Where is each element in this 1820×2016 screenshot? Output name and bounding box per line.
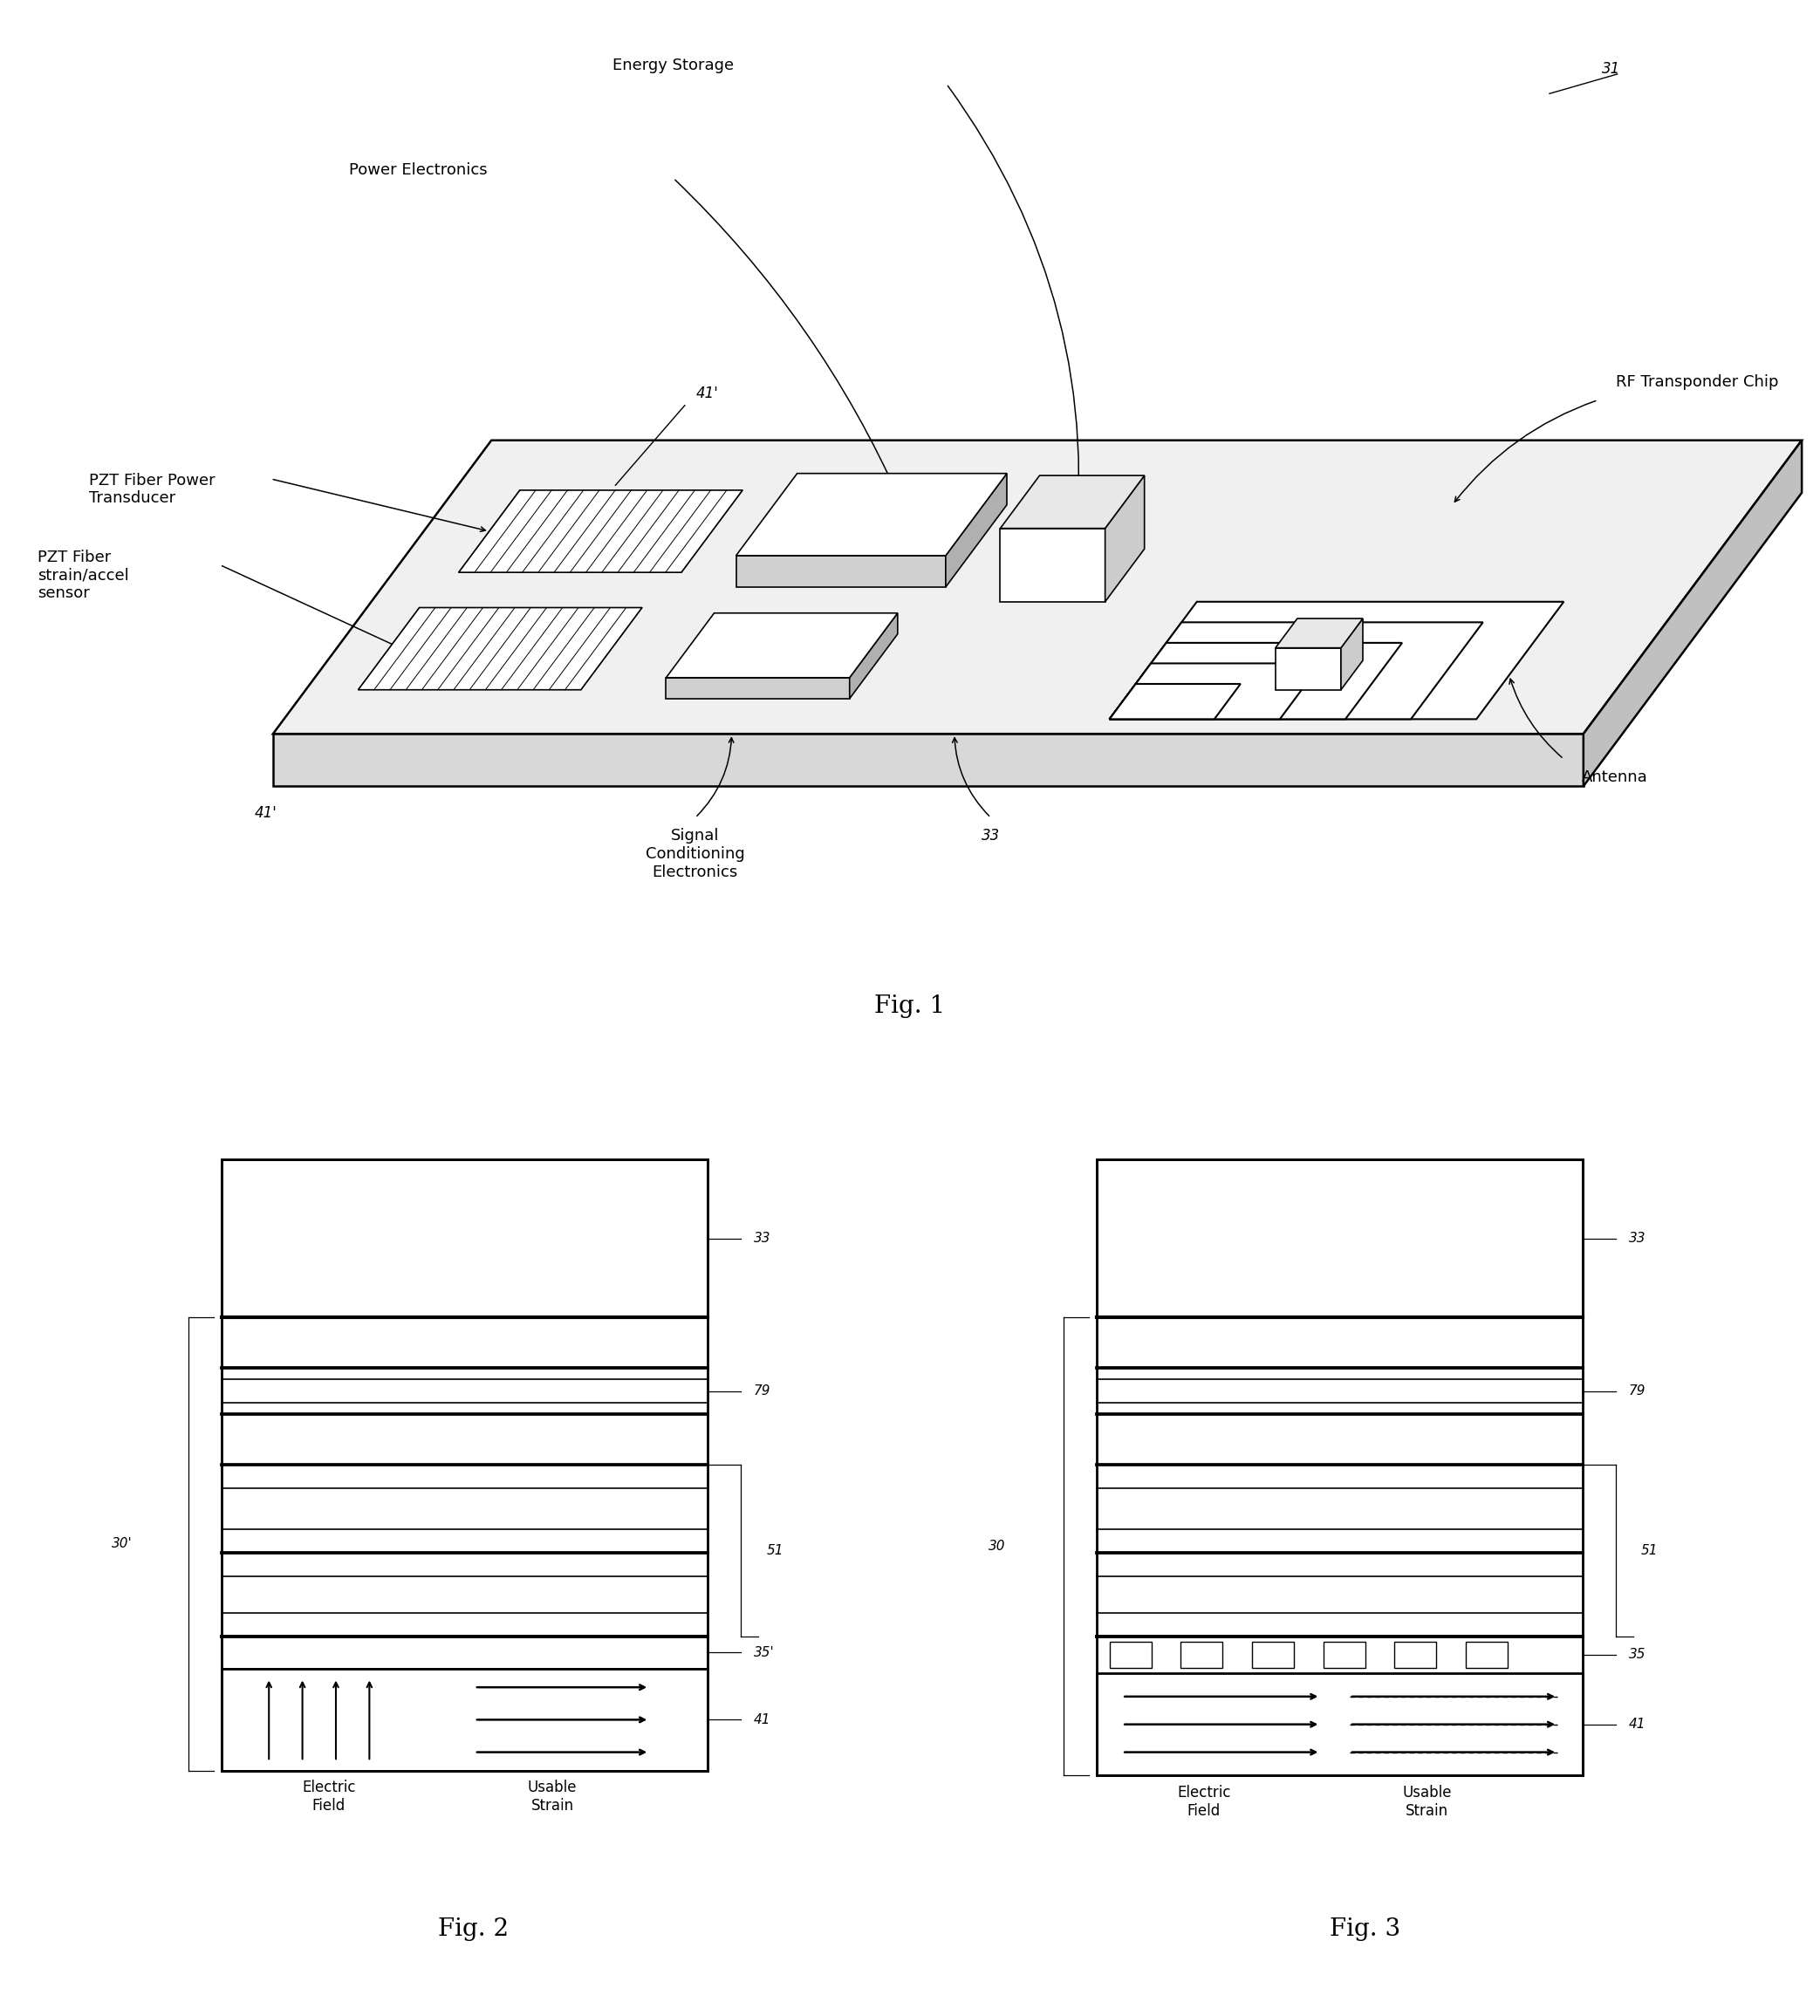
- Polygon shape: [735, 474, 1006, 556]
- Bar: [1394, 1641, 1436, 1667]
- Bar: [1252, 1641, 1294, 1667]
- Bar: [1181, 1641, 1223, 1667]
- Polygon shape: [1276, 619, 1363, 647]
- Text: PZT Fiber Power
Transducer: PZT Fiber Power Transducer: [89, 472, 215, 506]
- Text: 51: 51: [766, 1544, 783, 1556]
- Polygon shape: [273, 734, 1583, 786]
- Text: 35': 35': [753, 1645, 773, 1659]
- Polygon shape: [1110, 643, 1401, 720]
- Text: Electric
Field: Electric Field: [302, 1780, 355, 1814]
- Text: Power Electronics: Power Electronics: [349, 163, 488, 177]
- Text: 33: 33: [1629, 1232, 1645, 1246]
- Text: RF Transponder Chip: RF Transponder Chip: [1616, 373, 1778, 389]
- Polygon shape: [1110, 683, 1241, 720]
- Polygon shape: [666, 677, 850, 700]
- Text: 30: 30: [988, 1540, 1005, 1552]
- Text: Signal
Conditioning
Electronics: Signal Conditioning Electronics: [646, 829, 744, 881]
- Bar: [222, 1159, 708, 1316]
- Polygon shape: [1341, 619, 1363, 689]
- Polygon shape: [1001, 476, 1145, 528]
- Text: 41': 41': [695, 385, 719, 401]
- Text: 33: 33: [753, 1232, 770, 1246]
- Polygon shape: [666, 613, 897, 677]
- Text: 30': 30': [111, 1538, 131, 1550]
- Bar: [222, 1669, 708, 1770]
- Text: Usable
Strain: Usable Strain: [528, 1780, 577, 1814]
- Bar: [1097, 1159, 1583, 1316]
- Polygon shape: [1276, 647, 1341, 689]
- Text: 31: 31: [1602, 60, 1620, 77]
- Text: Electric
Field: Electric Field: [1178, 1784, 1230, 1818]
- Bar: [1465, 1641, 1507, 1667]
- Text: Fig. 2: Fig. 2: [439, 1917, 508, 1941]
- Bar: [222, 1159, 708, 1770]
- Bar: [1110, 1641, 1152, 1667]
- Polygon shape: [273, 439, 1802, 734]
- Text: Fig. 1: Fig. 1: [875, 994, 945, 1018]
- Text: Fig. 3: Fig. 3: [1330, 1917, 1400, 1941]
- Polygon shape: [459, 490, 743, 573]
- Text: 33: 33: [981, 829, 999, 845]
- Polygon shape: [1105, 476, 1145, 601]
- Polygon shape: [1110, 623, 1483, 720]
- Bar: [222, 1637, 708, 1669]
- Text: 79: 79: [1629, 1385, 1645, 1397]
- Bar: [1097, 1159, 1583, 1776]
- Text: 41': 41': [255, 806, 277, 821]
- Polygon shape: [946, 474, 1006, 587]
- Text: 51: 51: [1642, 1544, 1658, 1556]
- Bar: [1323, 1641, 1365, 1667]
- Text: 79: 79: [753, 1385, 770, 1397]
- Polygon shape: [1110, 601, 1563, 720]
- Polygon shape: [1001, 528, 1105, 601]
- Text: 35: 35: [1629, 1649, 1645, 1661]
- Polygon shape: [850, 613, 897, 700]
- Text: 41: 41: [1629, 1718, 1645, 1732]
- Text: 41: 41: [753, 1714, 770, 1726]
- Text: Energy Storage: Energy Storage: [613, 58, 733, 73]
- Polygon shape: [359, 607, 642, 689]
- Polygon shape: [735, 556, 946, 587]
- Text: PZT Fiber
strain/accel
sensor: PZT Fiber strain/accel sensor: [38, 548, 129, 601]
- Bar: [1097, 1673, 1583, 1776]
- Text: Usable
Strain: Usable Strain: [1403, 1784, 1452, 1818]
- Text: Antenna: Antenna: [1582, 770, 1649, 784]
- Polygon shape: [1110, 663, 1321, 720]
- Polygon shape: [1583, 439, 1802, 786]
